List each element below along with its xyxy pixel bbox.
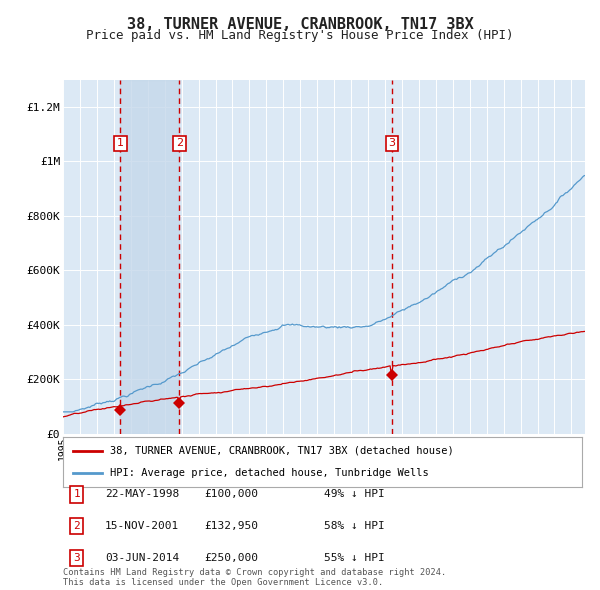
Text: 3: 3 xyxy=(73,553,80,563)
Text: 2: 2 xyxy=(73,522,80,531)
Text: 3: 3 xyxy=(389,139,395,148)
Text: HPI: Average price, detached house, Tunbridge Wells: HPI: Average price, detached house, Tunb… xyxy=(110,468,428,478)
Text: This data is licensed under the Open Government Licence v3.0.: This data is licensed under the Open Gov… xyxy=(63,578,383,587)
Text: 38, TURNER AVENUE, CRANBROOK, TN17 3BX: 38, TURNER AVENUE, CRANBROOK, TN17 3BX xyxy=(127,17,473,31)
Text: 1: 1 xyxy=(117,139,124,148)
Text: £250,000: £250,000 xyxy=(204,553,258,563)
Text: 2: 2 xyxy=(176,139,183,148)
Text: 58% ↓ HPI: 58% ↓ HPI xyxy=(324,522,385,531)
Bar xyxy=(120,80,179,434)
Text: 49% ↓ HPI: 49% ↓ HPI xyxy=(324,490,385,499)
Text: 1: 1 xyxy=(73,490,80,499)
Text: 03-JUN-2014: 03-JUN-2014 xyxy=(105,553,179,563)
Text: Contains HM Land Registry data © Crown copyright and database right 2024.: Contains HM Land Registry data © Crown c… xyxy=(63,568,446,577)
Text: 55% ↓ HPI: 55% ↓ HPI xyxy=(324,553,385,563)
Text: £132,950: £132,950 xyxy=(204,522,258,531)
Text: 22-MAY-1998: 22-MAY-1998 xyxy=(105,490,179,499)
Text: 38, TURNER AVENUE, CRANBROOK, TN17 3BX (detached house): 38, TURNER AVENUE, CRANBROOK, TN17 3BX (… xyxy=(110,445,454,455)
Text: £100,000: £100,000 xyxy=(204,490,258,499)
Text: Price paid vs. HM Land Registry's House Price Index (HPI): Price paid vs. HM Land Registry's House … xyxy=(86,30,514,42)
Text: 15-NOV-2001: 15-NOV-2001 xyxy=(105,522,179,531)
